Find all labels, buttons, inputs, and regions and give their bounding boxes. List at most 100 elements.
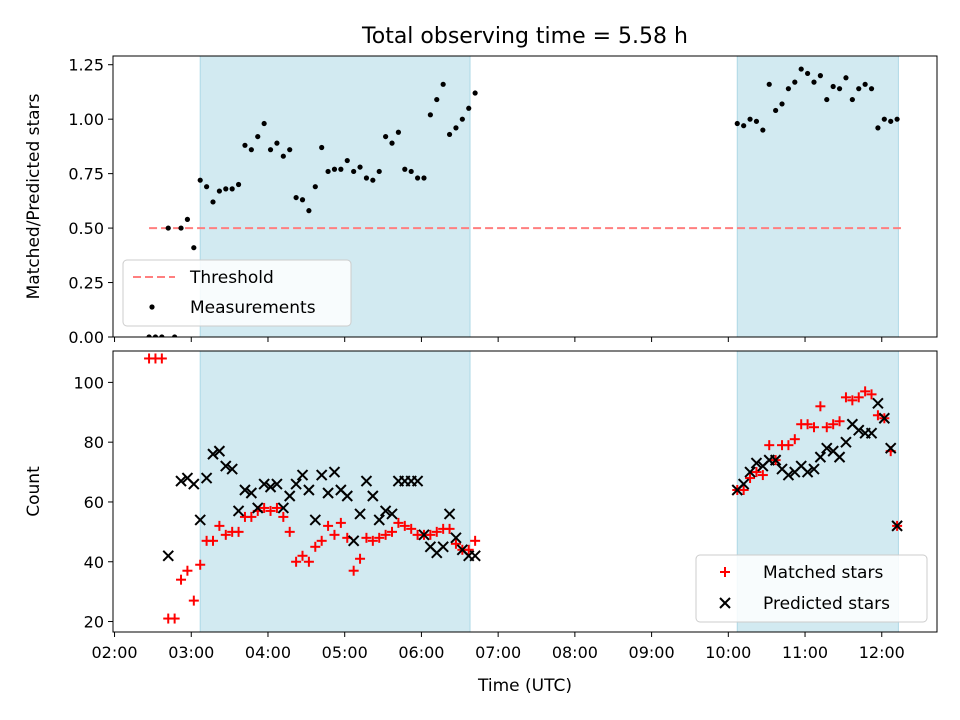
measurement-point xyxy=(172,334,178,337)
matched-stars-point xyxy=(291,556,302,567)
predicted-stars-point xyxy=(750,457,763,469)
x-tick-label: 12:00 xyxy=(859,643,905,662)
matched-stars-point xyxy=(188,595,199,606)
legend: Matched stars Predicted stars xyxy=(695,554,928,623)
y-tick-label: 0.00 xyxy=(68,328,104,347)
x-tick-label: 11:00 xyxy=(782,643,828,662)
measurement-point xyxy=(459,116,465,122)
observing-window-span xyxy=(736,56,899,337)
matched-stars-point xyxy=(738,485,749,496)
measurement-point xyxy=(881,116,887,122)
predicted-stars-point xyxy=(175,475,187,487)
predicted-stars-point xyxy=(443,508,456,520)
predicted-stars-point xyxy=(290,478,302,490)
chart-title: Total observing time = 5.58 h xyxy=(361,24,688,49)
measurement-point xyxy=(383,133,389,140)
x-tick-label: 05:00 xyxy=(322,643,368,662)
predicted-stars-point xyxy=(296,469,309,481)
predicted-stars-point xyxy=(239,484,251,496)
matched-stars-point xyxy=(828,419,839,430)
predicted-stars-point xyxy=(200,472,213,484)
predicted-stars-point xyxy=(341,490,353,502)
predicted-stars-point xyxy=(309,514,321,526)
predicted-stars-point xyxy=(769,454,782,466)
measurement-point xyxy=(370,177,376,183)
measurement-point xyxy=(331,166,338,172)
measurement-point xyxy=(338,166,344,172)
matched-stars-point xyxy=(169,613,180,624)
matched-stars-point xyxy=(259,502,270,513)
matched-stars-point xyxy=(361,532,372,543)
measurement-point xyxy=(785,86,792,92)
predicted-stars-point xyxy=(814,451,827,463)
measurement-point xyxy=(255,133,261,140)
predicted-stars-point xyxy=(245,487,258,499)
predicted-stars-point xyxy=(469,550,481,562)
predicted-stars-point xyxy=(258,478,270,490)
predicted-stars-point xyxy=(386,508,398,520)
matched-stars-point xyxy=(278,511,289,522)
matched-stars-point xyxy=(303,556,314,567)
measurement-point xyxy=(357,164,363,170)
measurement-point xyxy=(223,186,229,192)
predicted-stars-point xyxy=(373,514,385,526)
predicted-stars-point xyxy=(801,466,814,478)
measurement-point xyxy=(389,140,395,146)
predicted-stars-point xyxy=(360,475,373,487)
matched-stars-point xyxy=(387,526,398,537)
measurement-point xyxy=(287,147,293,153)
matched-stars-point xyxy=(265,505,276,516)
x-tick-label: 09:00 xyxy=(629,643,675,662)
measurement-point xyxy=(741,123,747,129)
measurement-point xyxy=(402,166,408,172)
measurement-point xyxy=(434,96,440,103)
matched-stars-point xyxy=(399,520,410,531)
predicted-stars-point xyxy=(328,466,341,478)
predicted-stars-point xyxy=(207,448,219,460)
matched-stars-point xyxy=(802,419,813,430)
y-tick-label: 80 xyxy=(84,433,104,452)
matched-stars-point xyxy=(751,467,762,478)
legend-matched-label: Matched stars xyxy=(763,563,883,583)
measurement-point xyxy=(760,127,766,133)
predicted-stars-point xyxy=(744,466,756,478)
matched-stars-point xyxy=(310,541,321,552)
matched-stars-point xyxy=(840,392,851,403)
measurement-point xyxy=(830,83,836,90)
predicted-stars-point xyxy=(450,532,462,544)
matched-stars-point xyxy=(323,520,334,531)
matched-stars-point xyxy=(425,529,436,540)
predicted-stars-point xyxy=(737,478,750,490)
y-tick-label: 0.25 xyxy=(68,274,104,293)
measurement-point xyxy=(856,86,862,92)
predicted-stars-point xyxy=(315,469,328,481)
measurement-point xyxy=(210,199,216,205)
predicted-stars-point xyxy=(437,541,449,553)
matched-stars-point xyxy=(233,526,244,537)
predicted-stars-point xyxy=(162,550,174,562)
predicted-stars-point xyxy=(418,529,430,541)
y-tick-label: 40 xyxy=(84,553,104,572)
matched-stars-point xyxy=(246,511,257,522)
matched-stars-point xyxy=(367,535,378,546)
matched-stars-point xyxy=(335,517,346,528)
matched-stars-point xyxy=(757,470,768,481)
y-tick-label: 1.00 xyxy=(68,110,104,129)
measurement-point xyxy=(204,184,210,190)
legend-matched-swatch xyxy=(720,567,730,577)
matched-stars-point xyxy=(182,565,193,576)
measurement-point xyxy=(152,334,159,337)
matched-stars-point xyxy=(853,392,864,403)
matched-stars-point xyxy=(834,416,845,427)
predicted-stars-point xyxy=(284,490,296,502)
matched-stars-point xyxy=(783,440,794,451)
x-tick-label: 04:00 xyxy=(245,643,291,662)
measurement-point xyxy=(824,96,830,103)
measurement-point xyxy=(862,81,868,87)
measurement-point xyxy=(408,168,414,175)
measurement-point xyxy=(319,144,325,151)
matched-stars-point xyxy=(866,389,877,400)
predicted-stars-point xyxy=(865,427,878,439)
predicted-stars-point xyxy=(226,463,238,475)
